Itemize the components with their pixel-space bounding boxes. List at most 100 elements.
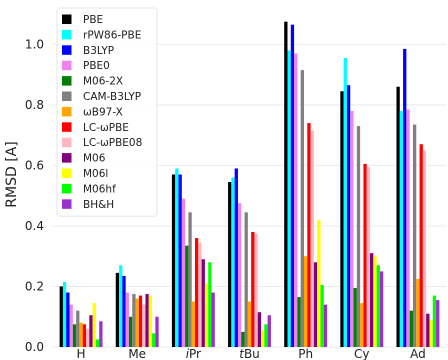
legend-swatch <box>62 29 72 40</box>
bar <box>62 281 67 347</box>
bar <box>76 310 80 347</box>
legend-label: rPW86-PBE <box>83 29 141 41</box>
legend-label: M06 <box>83 153 106 165</box>
legend-label: BH&H <box>83 199 114 211</box>
bar <box>343 57 347 348</box>
bar <box>379 271 384 347</box>
legend-item[interactable]: BH&H <box>62 199 114 211</box>
bar <box>138 295 143 347</box>
bar <box>257 312 262 347</box>
bar <box>135 298 139 347</box>
legend-label: M06-2X <box>83 76 123 88</box>
bar <box>244 212 248 347</box>
legend-item[interactable]: M06hf <box>62 183 116 195</box>
bar <box>66 292 70 347</box>
y-tick-label: 1.0 <box>25 37 44 51</box>
bar <box>201 259 205 347</box>
bar <box>320 284 324 347</box>
legend-label: PBE0 <box>83 60 110 72</box>
bar <box>340 91 344 347</box>
bar <box>290 24 295 347</box>
legend-swatch <box>62 14 72 24</box>
legend-item[interactable]: PBE <box>62 14 103 26</box>
bar <box>294 53 298 347</box>
x-tick-label-main: Ad <box>410 347 426 360</box>
bar <box>188 212 192 347</box>
bar <box>247 301 252 347</box>
bar <box>89 315 93 347</box>
x-tick-label: iPr <box>186 347 201 360</box>
legend-label: M06l <box>83 168 108 180</box>
bar <box>313 262 318 347</box>
bar <box>99 321 103 347</box>
bar <box>178 174 182 347</box>
bar <box>353 287 357 347</box>
y-tick-label: 0.8 <box>25 98 44 112</box>
legend-item[interactable]: B3LYP <box>62 45 114 57</box>
bar <box>155 316 159 347</box>
legend-label: PBE <box>83 14 103 26</box>
legend-label: LC-ωPBE <box>83 122 129 134</box>
bar <box>211 292 215 347</box>
bar <box>231 177 235 347</box>
legend-item[interactable]: rPW86-PBE <box>62 29 141 41</box>
bar <box>119 265 123 347</box>
bar <box>436 300 440 347</box>
legend-item[interactable]: PBE0 <box>62 60 110 72</box>
bar <box>422 150 427 347</box>
x-tick-label: tBu <box>239 347 260 360</box>
bar <box>303 256 308 347</box>
legend-item[interactable]: M06-2X <box>62 76 123 88</box>
bar <box>284 21 288 347</box>
bar <box>152 333 156 347</box>
bar <box>267 315 271 347</box>
y-tick-label: 0.6 <box>25 158 44 172</box>
bar <box>185 245 189 347</box>
bar <box>419 144 423 347</box>
legend-label: M06hf <box>83 183 116 195</box>
bar <box>426 313 430 347</box>
bar <box>171 174 176 347</box>
bar <box>69 304 73 347</box>
y-axis-label: RMSD [A] <box>4 141 20 207</box>
bar <box>95 339 100 347</box>
bar <box>59 286 63 347</box>
legend[interactable]: PBE rPW86-PBE B3LYP PBE0 M06-2X CAM-B3LYP ωB97… <box>56 7 158 217</box>
bar <box>142 304 146 347</box>
bar <box>72 324 77 347</box>
x-tick-label-main: Me <box>128 347 146 360</box>
y-axis: 0.0 0.2 0.4 0.6 0.8 1.0 <box>25 37 44 354</box>
x-tick-label-prefix: t <box>239 347 245 360</box>
y-tick-label: 0.4 <box>25 219 44 233</box>
bar <box>287 50 291 348</box>
bar <box>234 168 238 347</box>
bar <box>86 328 90 347</box>
legend-swatch <box>62 60 72 71</box>
legend-frame <box>56 7 158 217</box>
bar <box>204 283 209 347</box>
bar <box>228 182 232 347</box>
x-tick-label-main: Cy <box>354 347 369 360</box>
x-tick-label: Ad <box>410 347 426 360</box>
legend-item[interactable]: ωB97-X <box>62 106 123 118</box>
legend-label: CAM-B3LYP <box>83 91 141 103</box>
bar <box>148 295 153 347</box>
legend-item[interactable]: CAM-B3LYP <box>62 91 141 103</box>
bar <box>323 304 328 347</box>
legend-item[interactable]: M06l <box>62 168 108 180</box>
x-tick-label-prefix: i <box>186 347 190 360</box>
bar <box>297 297 301 347</box>
legend-item[interactable]: M06 <box>62 153 106 165</box>
y-tick-label: 0.0 <box>25 340 44 354</box>
legend-item[interactable]: LC-ωPBE08 <box>62 137 142 149</box>
bar <box>406 109 410 348</box>
x-tick-label-main: Pr <box>189 347 201 360</box>
bar <box>175 168 179 347</box>
legend-label: B3LYP <box>83 45 114 57</box>
bar <box>432 295 437 347</box>
y-tick-label: 0.2 <box>25 279 44 293</box>
legend-item[interactable]: LC-ωPBE <box>62 122 129 134</box>
bar <box>376 265 380 347</box>
bar <box>82 324 87 347</box>
bar <box>356 126 361 347</box>
